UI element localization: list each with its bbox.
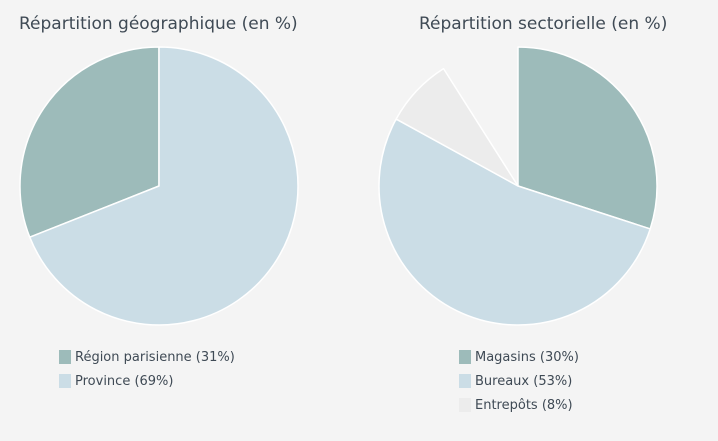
legend-swatch-magasins (459, 350, 471, 364)
slice-entrepots[interactable] (395, 67, 519, 187)
sector-chart: Répartition sectorielle (en %) Magasins … (359, 0, 718, 441)
legend-item-region-parisienne[interactable]: Région parisienne (31%) (59, 345, 235, 369)
legend-item-magasins[interactable]: Magasins (30%) (459, 345, 579, 369)
slice-bureaux[interactable] (378, 118, 651, 326)
legend-item-bureaux[interactable]: Bureaux (53%) (459, 369, 579, 393)
geographic-chart-title: Répartition géographique (en %) (19, 14, 298, 34)
sector-chart-title: Répartition sectorielle (en %) (419, 14, 668, 34)
legend-swatch-province (59, 374, 71, 388)
legend-swatch-entrepots (459, 398, 471, 412)
legend-label-bureaux: Bureaux (53%) (475, 373, 573, 389)
legend-label-province: Province (69%) (75, 373, 174, 389)
slice-region-parisienne[interactable] (19, 46, 160, 238)
legend-label-magasins: Magasins (30%) (475, 349, 579, 365)
legend-label-region-parisienne: Région parisienne (31%) (75, 349, 235, 365)
sector-pie (378, 46, 658, 326)
legend-label-entrepots: Entrepôts (8%) (475, 397, 573, 413)
sector-legend: Magasins (30%) Bureaux (53%) Entrepôts (… (459, 345, 579, 417)
slice-province[interactable] (29, 46, 299, 326)
geographic-chart: Répartition géographique (en %) Région p… (19, 14, 299, 393)
legend-item-entrepots[interactable]: Entrepôts (8%) (459, 393, 579, 417)
legend-swatch-bureaux (459, 374, 471, 388)
geographic-legend: Région parisienne (31%) Province (69%) (59, 345, 235, 393)
slice-magasins[interactable] (517, 46, 658, 230)
geographic-pie (19, 46, 299, 326)
legend-item-province[interactable]: Province (69%) (59, 369, 235, 393)
legend-swatch-region-parisienne (59, 350, 71, 364)
